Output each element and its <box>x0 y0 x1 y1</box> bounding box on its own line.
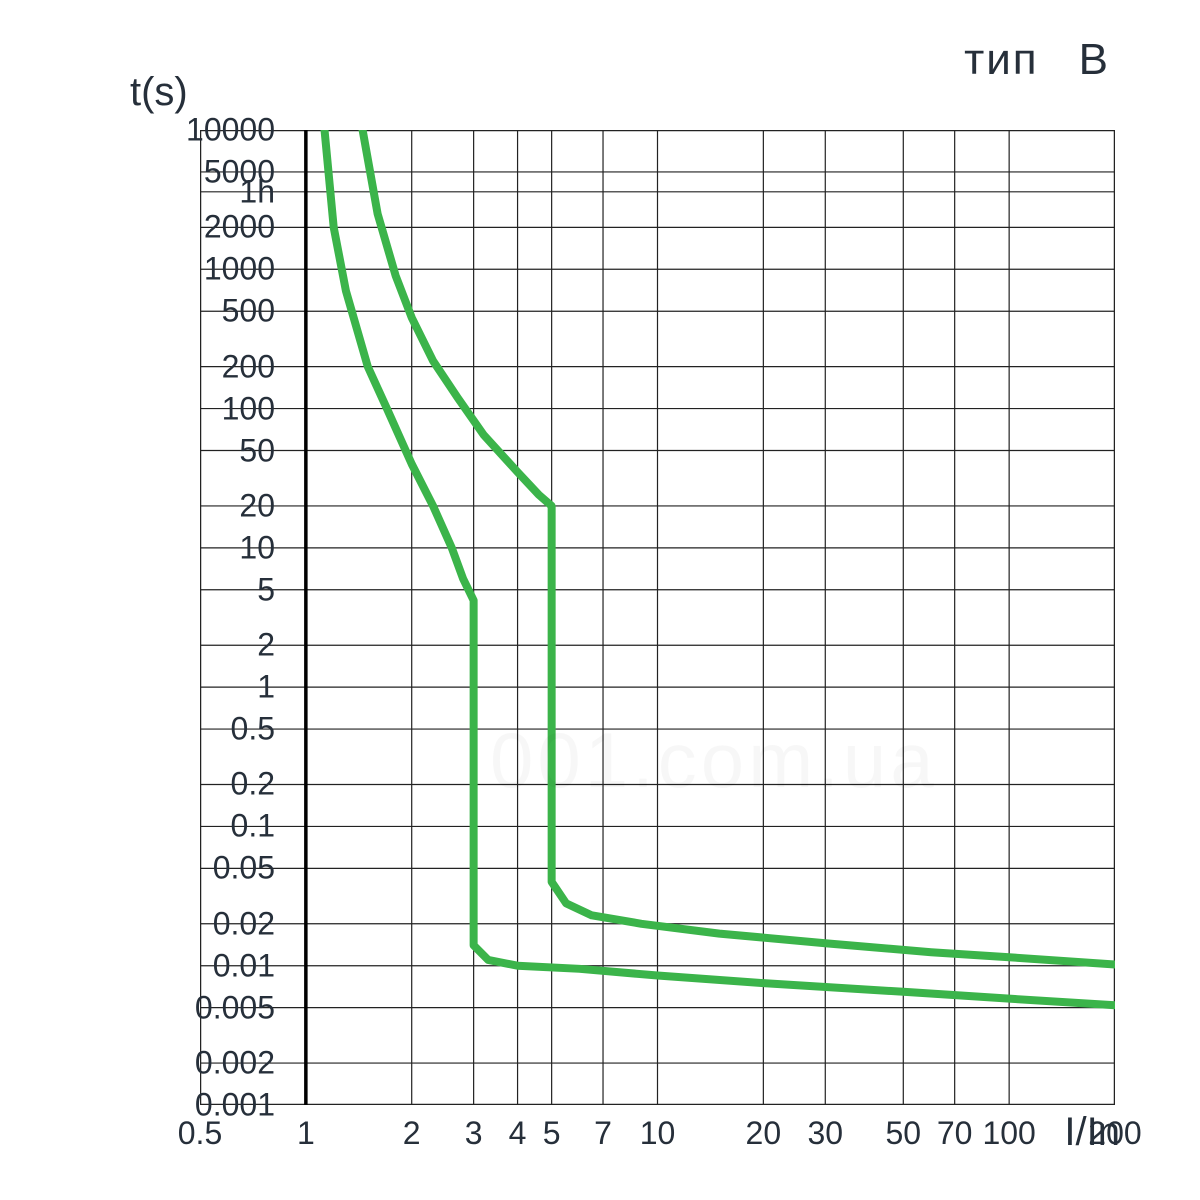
y-tick-label: 0.01 <box>213 947 275 984</box>
chart-type-label: тип B <box>964 35 1110 85</box>
type-label-word: тип <box>964 35 1039 84</box>
y-tick-label: 0.05 <box>213 850 275 887</box>
x-tick-label: 3 <box>465 1115 483 1152</box>
x-tick-label: 0.5 <box>178 1115 222 1152</box>
y-tick-label: 0.002 <box>195 1045 275 1082</box>
trip-curve-chart <box>200 130 1115 1105</box>
x-axis-title: I/In <box>1064 1110 1120 1155</box>
y-tick-label: 10000 <box>186 112 275 149</box>
x-tick-label: 30 <box>807 1115 843 1152</box>
x-tick-label: 20 <box>746 1115 782 1152</box>
y-tick-label: 50 <box>239 432 275 469</box>
y-tick-label: 0.005 <box>195 989 275 1026</box>
y-tick-label: 0.02 <box>213 905 275 942</box>
y-tick-label: 20 <box>239 487 275 524</box>
y-tick-label: 1000 <box>204 251 275 288</box>
x-tick-label: 5 <box>543 1115 561 1152</box>
y-tick-label: 2 <box>257 627 275 664</box>
y-tick-label: 5000 <box>204 153 275 190</box>
plot-area: 001.com.ua <box>200 130 1115 1105</box>
y-tick-label: 0.2 <box>231 766 275 803</box>
y-tick-label: 1 <box>257 669 275 706</box>
x-tick-label: 70 <box>937 1115 973 1152</box>
y-tick-label: 2000 <box>204 209 275 246</box>
y-tick-label: 0.1 <box>231 808 275 845</box>
x-tick-label: 1 <box>297 1115 315 1152</box>
x-tick-label: 10 <box>640 1115 676 1152</box>
x-tick-label: 4 <box>509 1115 527 1152</box>
y-tick-label: 500 <box>222 293 275 330</box>
y-tick-label: 0.5 <box>231 711 275 748</box>
x-tick-label: 2 <box>403 1115 421 1152</box>
y-axis-title: t(s) <box>130 70 188 115</box>
y-tick-label: 200 <box>222 348 275 385</box>
x-tick-label: 100 <box>982 1115 1035 1152</box>
x-tick-label: 50 <box>885 1115 921 1152</box>
x-tick-label: 7 <box>594 1115 612 1152</box>
y-tick-label: 10 <box>239 529 275 566</box>
y-tick-label: 5 <box>257 571 275 608</box>
type-label-letter: B <box>1079 35 1110 84</box>
y-tick-label: 100 <box>222 390 275 427</box>
